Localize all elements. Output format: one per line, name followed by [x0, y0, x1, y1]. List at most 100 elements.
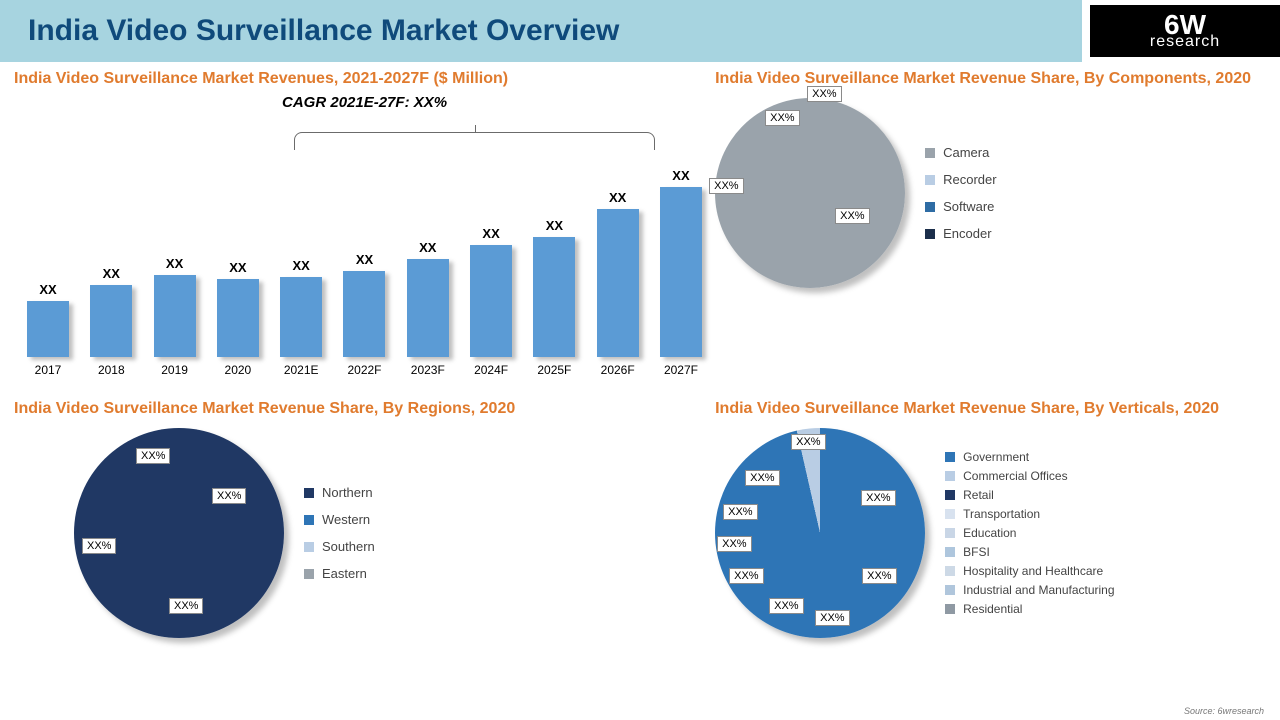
bar-col: XX: [400, 240, 456, 357]
legend-swatch: [945, 566, 955, 576]
legend-swatch: [945, 452, 955, 462]
x-label: 2026F: [590, 363, 646, 377]
pie-verticals-wrap: XX%XX%XX%XX%XX%XX%XX%XX%XX% GovernmentCo…: [715, 424, 1266, 638]
legend-components: Camera Recorder Software Encoder: [925, 145, 996, 241]
bar-col: XX: [336, 252, 392, 357]
legend-item: Industrial and Manufacturing: [945, 583, 1114, 597]
footer-source: Source: 6wresearch: [1184, 706, 1264, 716]
bar-col: XX: [590, 190, 646, 357]
slice-label: XX%: [765, 110, 799, 126]
x-axis-labels: 20172018201920202021E2022F2023F2024F2025…: [14, 357, 715, 377]
x-label: 2020: [210, 363, 266, 377]
legend-label: Northern: [322, 485, 373, 500]
logo: 6W research: [1090, 5, 1280, 57]
legend-swatch: [945, 509, 955, 519]
legend-item: Encoder: [925, 226, 996, 241]
content-grid: India Video Surveillance Market Revenues…: [0, 62, 1280, 702]
slice-label: XX%: [835, 208, 869, 224]
slice-label: XX%: [723, 504, 757, 520]
x-label: 2025F: [526, 363, 582, 377]
slice-label: XX%: [169, 598, 203, 614]
bar-value-label: XX: [166, 256, 183, 271]
pie-components-panel: India Video Surveillance Market Revenue …: [715, 70, 1266, 400]
legend-label: Industrial and Manufacturing: [963, 583, 1114, 597]
legend-swatch: [304, 488, 314, 498]
bar-value-label: XX: [39, 282, 56, 297]
legend-swatch: [304, 542, 314, 552]
slice-label: XX%: [717, 536, 751, 552]
legend-label: Camera: [943, 145, 989, 160]
pie-components-wrap: XX%XX%XX%XX% CameraRecorderSoftwareEncod…: [715, 94, 1266, 288]
slice-label: XX%: [861, 490, 895, 506]
slice-label: XX%: [136, 448, 170, 464]
bar-value-label: XX: [546, 218, 563, 233]
legend-label: BFSI: [963, 545, 990, 559]
pie-chart: [715, 428, 925, 638]
legend-item: Commercial Offices: [945, 469, 1114, 483]
bar: [280, 277, 322, 357]
legend-swatch: [945, 585, 955, 595]
slice-label: XX%: [862, 568, 896, 584]
legend-item: Transportation: [945, 507, 1114, 521]
legend-label: Government: [963, 450, 1029, 464]
bar-chart-title: India Video Surveillance Market Revenues…: [14, 70, 715, 88]
bar-col: XX: [210, 260, 266, 357]
legend-label: Retail: [963, 488, 994, 502]
bar-col: XX: [463, 226, 519, 357]
pie-regions-wrap: XX%XX%XX%XX% NorthernWesternSouthernEast…: [14, 424, 715, 638]
header-band: India Video Surveillance Market Overview…: [0, 0, 1280, 62]
slice-label: XX%: [807, 86, 841, 102]
bar: [90, 285, 132, 357]
bar-value-label: XX: [229, 260, 246, 275]
bar: [27, 301, 69, 357]
bar: [407, 259, 449, 357]
bar-col: XX: [83, 266, 139, 357]
legend-label: Software: [943, 199, 994, 214]
slice-label: XX%: [791, 434, 825, 450]
legend-regions: Northern Western Southern Eastern: [304, 485, 375, 581]
bar-value-label: XX: [419, 240, 436, 255]
legend-label: Eastern: [322, 566, 367, 581]
bar: [597, 209, 639, 357]
legend-item: Government: [945, 450, 1114, 464]
bar-value-label: XX: [672, 168, 689, 183]
slice-label: XX%: [745, 470, 779, 486]
x-label: 2018: [83, 363, 139, 377]
bar-value-label: XX: [103, 266, 120, 281]
legend-swatch: [945, 528, 955, 538]
x-label: 2022F: [336, 363, 392, 377]
legend-item: Eastern: [304, 566, 375, 581]
bar-col: XX: [20, 282, 76, 357]
bar: [533, 237, 575, 357]
page-title: India Video Surveillance Market Overview: [28, 14, 619, 48]
legend-label: Western: [322, 512, 370, 527]
legend-item: Recorder: [925, 172, 996, 187]
legend-swatch: [304, 569, 314, 579]
pie-verticals: XX%XX%XX%XX%XX%XX%XX%XX%XX%: [715, 428, 925, 638]
x-label: 2024F: [463, 363, 519, 377]
logo-bottom: research: [1150, 35, 1220, 49]
legend-label: Encoder: [943, 226, 991, 241]
bar-chart-panel: India Video Surveillance Market Revenues…: [14, 70, 715, 400]
legend-item: Northern: [304, 485, 375, 500]
bar-value-label: XX: [293, 258, 310, 273]
legend-item: Camera: [925, 145, 996, 160]
bar-col: XX: [273, 258, 329, 357]
pie-regions-title: India Video Surveillance Market Revenue …: [14, 400, 715, 418]
cagr-label: CAGR 2021E-27F: XX%: [14, 94, 715, 111]
pie-regions: XX%XX%XX%XX%: [74, 428, 284, 638]
legend-item: Software: [925, 199, 996, 214]
pie-regions-panel: India Video Surveillance Market Revenue …: [14, 400, 715, 700]
slice-label: XX%: [709, 178, 743, 194]
bars-area: XX XX XX XX XX XX XX XX XX XX XX: [14, 157, 715, 357]
bar: [660, 187, 702, 357]
bar-value-label: XX: [609, 190, 626, 205]
legend-swatch: [945, 547, 955, 557]
bar: [470, 245, 512, 357]
x-label: 2017: [20, 363, 76, 377]
legend-label: Southern: [322, 539, 375, 554]
bar: [343, 271, 385, 357]
bar-value-label: XX: [356, 252, 373, 267]
pie-verticals-panel: India Video Surveillance Market Revenue …: [715, 400, 1266, 700]
legend-label: Commercial Offices: [963, 469, 1067, 483]
